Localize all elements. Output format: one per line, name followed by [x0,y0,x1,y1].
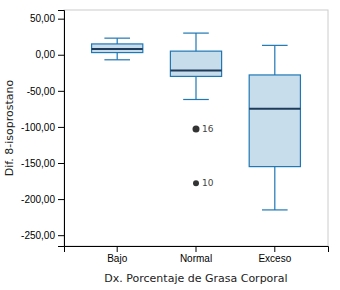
x-tick-label: Bajo [107,253,127,264]
y-tick-label: -100,00 [21,122,55,133]
y-tick-mark [58,199,64,200]
y-tick: -250,00 [21,230,64,241]
y-tick-mark [58,235,64,236]
y-tick-mark [58,127,64,128]
x-tick-mark [196,246,197,252]
box-group [92,38,143,60]
y-tick-mark [58,55,64,56]
x-axis: Bajo Normal Exceso [65,246,329,264]
median [249,108,300,110]
x-axis-title: Dx. Porcentaje de Grasa Corporal [104,272,287,285]
flier-labels: 1610 [202,124,214,188]
x-tick-mark [274,246,275,252]
x-tick-label: Normal [180,253,212,264]
median [92,48,143,50]
y-tick-mark [58,163,64,164]
y-axis-line [58,11,65,247]
whisker-high [117,38,118,44]
x-tick: Bajo [107,246,127,264]
whisker-low [117,53,118,60]
y-tick-label: -50,00 [27,86,56,97]
x-tick: Exceso [258,246,291,264]
y-tick: -100,00 [21,122,64,133]
y-tick-mark [58,19,64,20]
y-tick: 50,00 [30,13,64,24]
y-tick: -200,00 [21,194,64,205]
y-tick-label: 0,00 [36,49,56,60]
y-tick-label: -200,00 [21,194,55,205]
whisker-high [195,33,196,51]
y-tick-mark [58,91,64,92]
flier-label: 10 [202,178,214,188]
y-axis-title: Dif. 8-isoprostano [3,79,16,176]
boxes [92,33,301,210]
flier [193,126,200,133]
box [249,75,300,167]
y-tick: -150,00 [21,158,64,169]
flier-label: 16 [202,124,214,134]
cap-high [262,45,288,46]
plot-frame [64,10,328,246]
cap-high [183,32,209,33]
x-axis-line [65,247,329,253]
whisker-low [195,76,196,99]
box [92,44,143,53]
y-tick: 0,00 [36,49,64,60]
chart: 50,00 0,00 -50,00 -100,00 -150,00 -200,00 -250… [0,0,340,290]
box-group [249,45,300,210]
whisker-high [274,45,275,75]
median [170,70,221,72]
x-tick-mark [117,246,118,252]
y-tick: -50,00 [27,86,64,97]
cap-low [183,99,209,100]
y-tick-label: 50,00 [30,13,55,24]
x-tick: Normal [180,246,212,264]
y-tick-label: -250,00 [21,230,55,241]
flier [193,180,199,186]
box [170,51,221,76]
cap-high [104,38,130,39]
y-tick-label: -150,00 [21,158,55,169]
x-tick-label: Exceso [258,253,291,264]
box-group [170,33,221,186]
cap-low [104,59,130,60]
whisker-low [274,167,275,210]
y-axis: 50,00 0,00 -50,00 -100,00 -150,00 -200,00 -250… [21,11,64,247]
cap-low [262,209,288,210]
